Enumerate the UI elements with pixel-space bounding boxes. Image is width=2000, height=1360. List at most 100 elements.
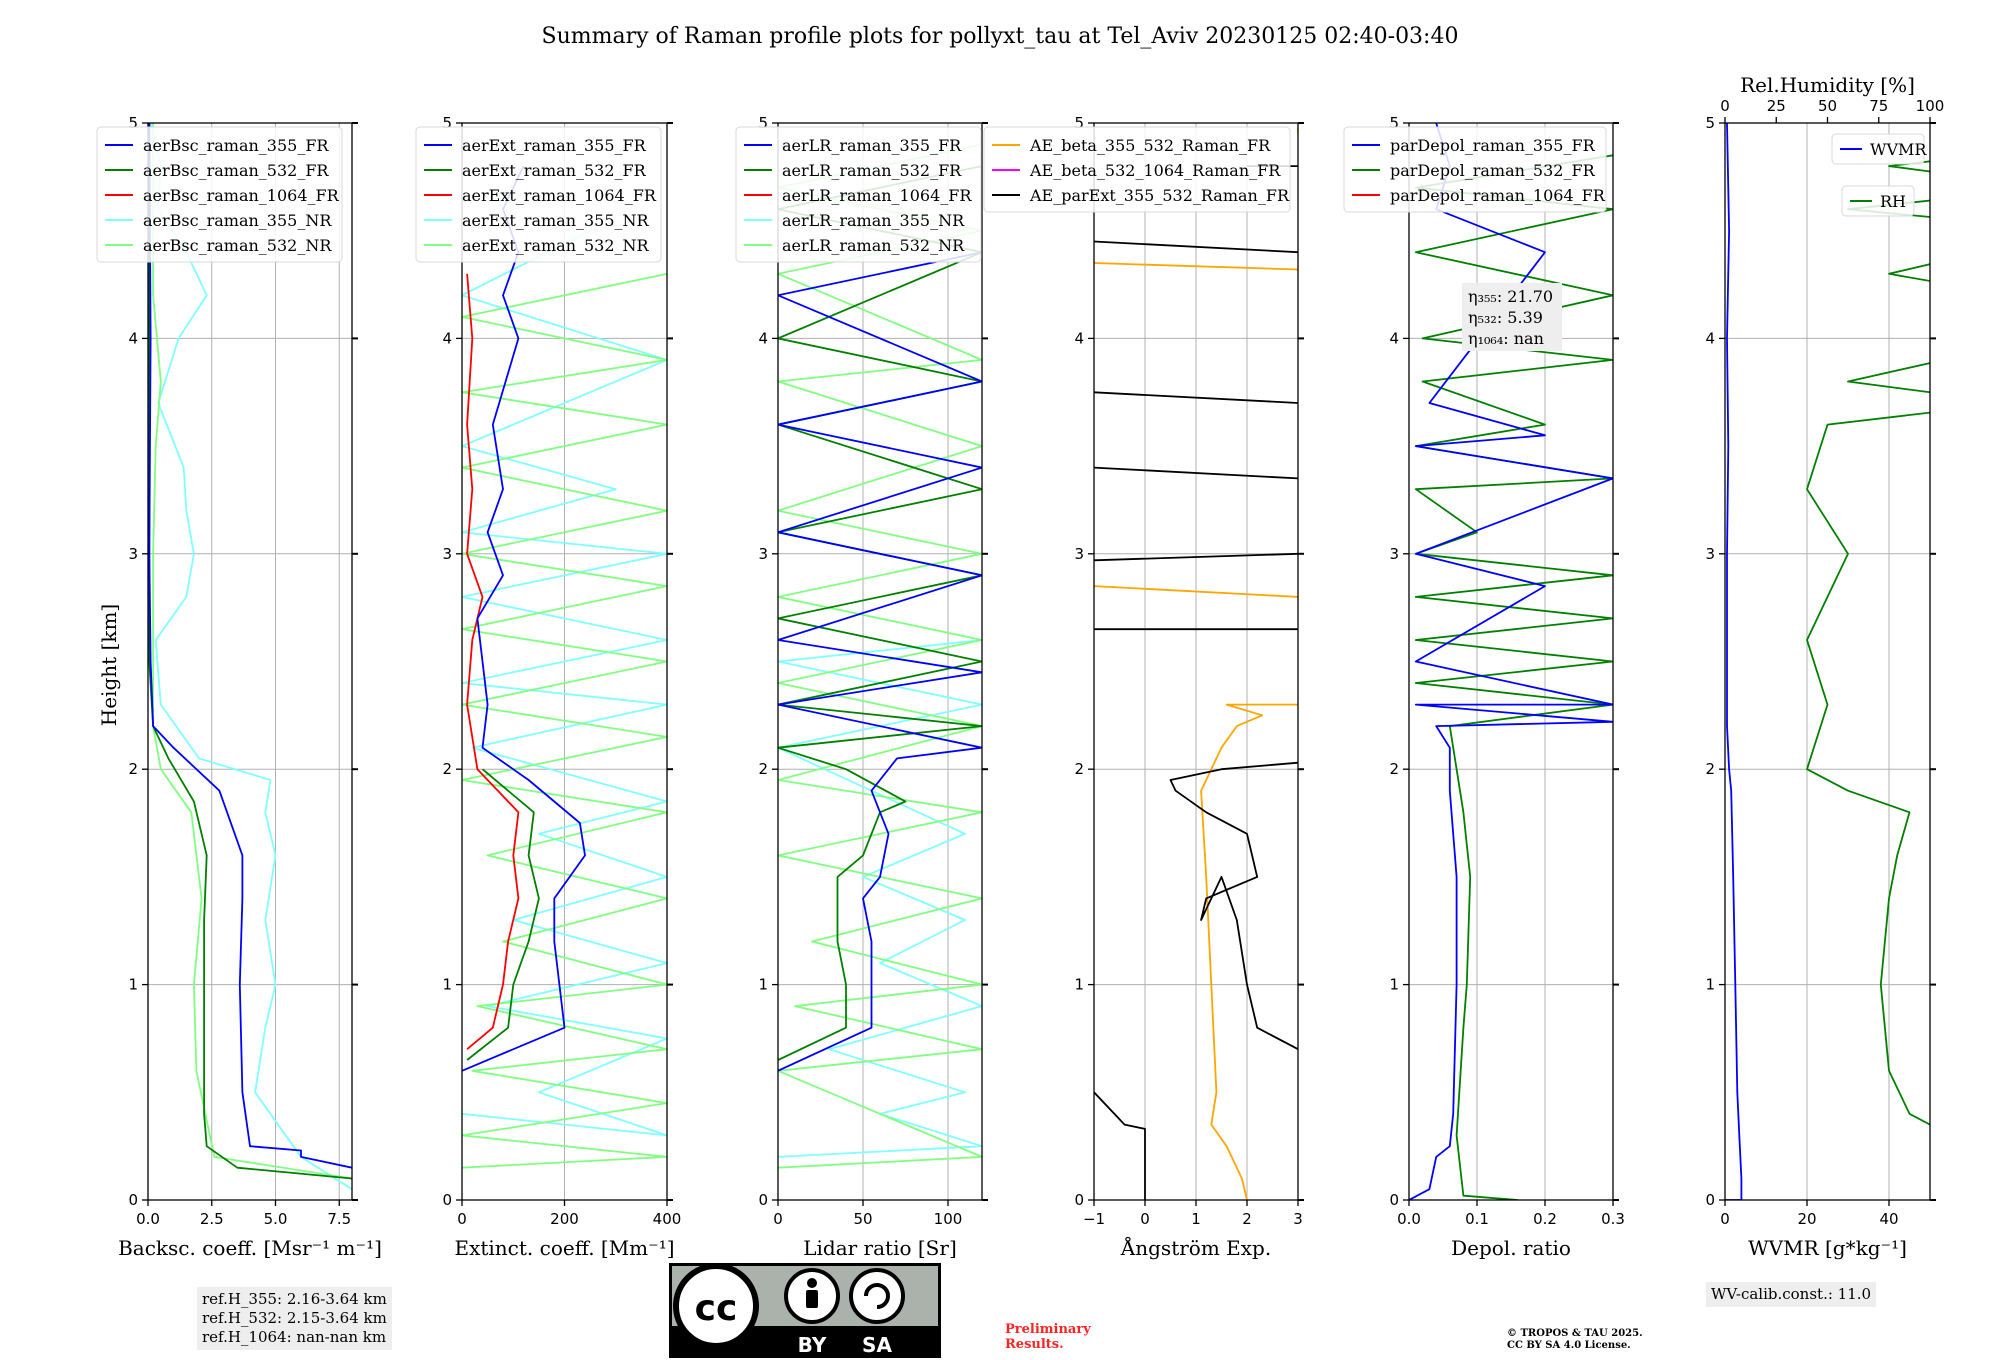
series-group [462,165,667,1169]
y-tick-label: 1 [1705,976,1715,994]
legend-entry: aerLR_raman_355_NR [782,211,965,230]
series-group [1409,123,1613,1200]
x-tick-label: 200 [550,1210,579,1228]
eta-annotation: η₃₅₅: 21.70 η₅₃₂: 5.39 η₁₀₆₄: nan [1462,283,1562,351]
person-body [806,1290,818,1308]
y-tick-label: 0 [1389,1191,1399,1209]
y-tick-label: 2 [1389,760,1399,778]
annotation-line: η₁₀₆₄: nan [1468,329,1544,348]
legend: aerLR_raman_355_FR aerLR_raman_532_FR aerL… [735,126,982,263]
axes-frame [777,122,983,1201]
y-tick-label: 0 [128,1191,138,1209]
series-line-aerExt_raman_355_NR [462,229,667,1137]
legend-entry: aerExt_raman_532_NR [462,236,650,255]
top-tick-label: 0 [1720,97,1730,115]
y-tick-label: 4 [1705,329,1715,347]
x-tick-label: 3 [1293,1210,1303,1228]
annotation-line: η₃₅₅: 21.70 [1468,287,1553,306]
x-axis-label: Extinct. coeff. [Mm⁻¹] [454,1236,674,1260]
panel-depol: 0.0 0.1 0.2 0.3 0 1 2 3 4 5 Depol. ratio parDepol_r… [1343,114,1625,1260]
series-group [778,143,982,1169]
legend-box [1343,126,1607,213]
panel-extinction: 0 200 400 0 1 2 3 4 5 Extinct. coeff. [Mm⁻¹] aerEx… [415,114,681,1260]
x-tick-label: 20 [1797,1210,1816,1228]
y-tick-label: 1 [758,976,768,994]
y-tick-label: 4 [442,329,452,347]
axes-frame [1408,122,1614,1201]
series-line-aerBsc_raman_532_FR [148,123,352,1180]
legend: aerBsc_raman_355_FR aerBsc_raman_532_FRae… [96,126,343,263]
series-group [1725,123,1930,1200]
x-axis-label: Backsc. coeff. [Msr⁻¹ m⁻¹] [118,1236,382,1260]
person-head [807,1278,817,1288]
x-tick-label: 50 [853,1210,872,1228]
copyright-line-1: © TROPOS & TAU 2025. [1507,1328,1643,1339]
series-line-AE_parExt_355_532_Raman_FR [1169,761,1298,1050]
share-alike-icon [849,1268,905,1324]
annotation-line: η₅₃₂: 5.39 [1468,308,1543,327]
y-tick-label: 0 [1705,1191,1715,1209]
series-line-WVMR [1725,123,1743,1200]
height-axis-label: Height [km] [97,604,121,726]
y-tick-label: 5 [1389,114,1399,132]
legend-box [96,126,343,263]
x-tick-label: 0 [457,1210,467,1228]
x-tick-label: 2.5 [200,1210,224,1228]
y-tick-label: 0 [1074,1191,1084,1209]
y-tick-label: 3 [128,545,138,563]
series-line-aerBsc_raman_355_FR [148,123,352,1169]
legend-entry: aerBsc_raman_532_NR [143,236,332,255]
x-tick-label: 100 [934,1210,963,1228]
y-tick-label: 1 [1074,976,1084,994]
y-tick-label: 3 [442,545,452,563]
refh-355: ref.H_355: 2.16-3.64 km [202,1290,387,1308]
preliminary-line-2: Results. [1005,1337,1064,1352]
x-axis-label: Lidar ratio [Sr] [803,1236,957,1260]
legend-entry: AE_parExt_355_532_Raman_FR [1029,186,1290,205]
legend-entry: aerExt_raman_355_FR [462,136,647,155]
series-line-aerLR_raman_355_FR [778,251,982,1072]
panel-wvmr: 0 20 40 0 1 2 3 4 5 WVMR [g*kg⁻¹] 0 25 50 75 100Rel.Hu… [1705,73,1944,1260]
x-tick-label: 0 [1720,1210,1730,1228]
y-tick-label: 4 [758,329,768,347]
refh-532: ref.H_532: 2.15-3.64 km [202,1309,387,1327]
copyright-line-2: CC BY SA 4.0 License. [1507,1340,1631,1351]
x-tick-label: 0 [1140,1210,1150,1228]
x-tick-label: 5.0 [264,1210,288,1228]
panel-lidar_ratio: 0 50 100 0 1 2 3 4 5 Lidar ratio [Sr] aerLR_raman_… [735,114,988,1260]
y-tick-label: 3 [1074,545,1084,563]
y-tick-label: 5 [1074,114,1084,132]
legend-entry: aerBsc_raman_355_FR [143,136,329,155]
x-axis-label: Ångström Exp. [1120,1235,1271,1260]
legend: AE_beta_355_532_Raman_FR AE_beta_532_1064… [983,126,1291,213]
panel-backscatter: 0.0 2.5 5.0 7.5 0 1 2 3 4 5 Backsc. coeff. [Msr⁻¹ … [96,114,382,1260]
y-tick-label: 3 [1705,545,1715,563]
y-tick-label: 5 [758,114,768,132]
legend: parDepol_raman_355_FR parDepol_raman_532_… [1343,126,1607,213]
y-tick-label: 3 [1389,545,1399,563]
cc-license-badge: cc BY SA [669,1263,941,1358]
series-line-AE_beta_355_532_Raman_FR [1200,703,1298,1200]
series-line-AE_parExt_355_532_Raman_FR [1094,391,1298,404]
series-line-parDepol_raman_355_FR [1409,123,1613,1200]
y-tick-label: 5 [442,114,452,132]
profile-panels: 0.0 2.5 5.0 7.5 0 1 2 3 4 5 Backsc. coeff. [Msr⁻¹ … [96,73,1944,1260]
series-line-aerExt_raman_355_FR [462,165,586,1072]
cc-logo-letters: cc [695,1288,738,1329]
y-tick-label: 0 [758,1191,768,1209]
x-tick-label: −1 [1083,1210,1105,1228]
x-tick-label: 0 [773,1210,783,1228]
legend: aerExt_raman_355_FR aerExt_raman_532_FRae… [415,126,662,263]
top-axis-label: Rel.Humidity [%] [1740,73,1915,97]
x-tick-label: 1 [1191,1210,1201,1228]
x-tick-label: 2 [1242,1210,1252,1228]
axes-frame [1724,122,1931,1201]
legend-entry: aerBsc_raman_1064_FR [143,186,340,205]
y-tick-label: 5 [1705,114,1715,132]
series-line-aerExt_raman_532_NR [462,272,667,1169]
series-line-AE_parExt_355_532_Raman_FR [1094,466,1298,480]
legend-entry: aerLR_raman_355_FR [782,136,962,155]
wv-calib-text: WV-calib.const.: 11.0 [1711,1285,1872,1303]
x-axis-label: Depol. ratio [1451,1236,1571,1260]
y-tick-label: 5 [128,114,138,132]
